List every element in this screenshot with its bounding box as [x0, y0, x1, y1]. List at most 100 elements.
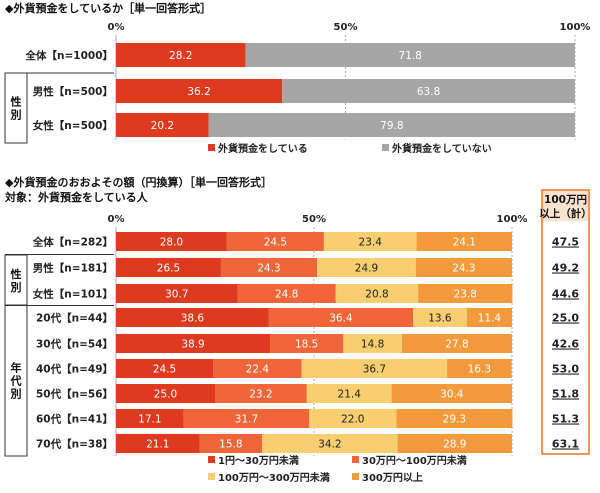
total-value: 42.6 — [552, 338, 579, 351]
bar-segment — [335, 284, 419, 303]
x-tick-label: 0% — [108, 22, 125, 33]
bar-segment — [226, 232, 324, 251]
data-label: 30.4 — [440, 389, 464, 401]
total-value: 63.1 — [552, 438, 579, 451]
legend-swatch — [208, 473, 215, 480]
bar-segment — [237, 284, 336, 303]
bar-segment — [213, 359, 302, 378]
bar-segment — [116, 434, 200, 453]
x-tick-label: 50% — [334, 22, 358, 33]
group-label: 性別 — [10, 95, 22, 122]
bar-segment — [245, 43, 576, 67]
total-value: 44.6 — [552, 288, 579, 301]
totals-header: 100万円 — [544, 194, 587, 206]
bar-segment — [397, 434, 512, 453]
row-label: 40代【n=49】 — [36, 363, 113, 376]
data-label: 13.6 — [428, 313, 452, 325]
data-label: 28.2 — [169, 50, 192, 62]
totals-header: 以上（計） — [539, 207, 592, 220]
bar-segment — [416, 232, 512, 251]
data-label: 24.5 — [264, 237, 287, 249]
legend-label: 外貨預金をしている — [217, 142, 308, 155]
group-label: 性別 — [10, 267, 22, 294]
row-label: 全体【n=1000】 — [25, 49, 114, 62]
data-label: 25.0 — [154, 389, 177, 401]
data-label: 36.7 — [363, 364, 386, 376]
bar-segment — [391, 384, 512, 403]
data-label: 21.4 — [338, 389, 362, 401]
chart-title: ◆外貨預金のおおよその額（円換算）［単一回答形式］ — [5, 175, 272, 189]
data-label: 38.9 — [181, 339, 204, 351]
data-label: 15.8 — [219, 439, 242, 451]
data-label: 24.3 — [257, 263, 280, 275]
data-label: 24.5 — [153, 364, 176, 376]
total-value: 51.3 — [552, 413, 579, 426]
totals-column-box — [541, 189, 590, 455]
data-label: 71.8 — [399, 50, 422, 62]
data-label: 26.5 — [157, 263, 180, 275]
bar-segment — [116, 113, 209, 137]
bar-segment — [215, 384, 307, 403]
data-label: 30.7 — [165, 289, 188, 301]
data-label: 24.8 — [275, 289, 298, 301]
row-label: 60代【n=41】 — [36, 413, 113, 426]
legend-swatch — [382, 144, 389, 151]
bar-segment — [466, 308, 512, 327]
bar-segment — [116, 359, 214, 378]
data-label: 23.8 — [454, 289, 477, 301]
bar-segment — [208, 113, 575, 137]
bar-segment — [282, 79, 575, 103]
legend-swatch — [352, 456, 359, 463]
bar-segment — [301, 359, 448, 378]
data-label: 28.0 — [160, 237, 183, 249]
totals-header-bg — [543, 191, 588, 221]
legend-label: 30万円～100万円未満 — [362, 454, 467, 467]
bar-segment — [418, 284, 513, 303]
x-tick-label: 100% — [497, 214, 528, 225]
data-label: 23.2 — [249, 389, 272, 401]
bar-segment — [401, 334, 512, 353]
data-label: 34.2 — [318, 439, 341, 451]
legend-swatch — [208, 144, 215, 151]
bar-segment — [306, 384, 392, 403]
bar-segment — [413, 308, 467, 327]
x-tick-label: 100% — [560, 22, 591, 33]
row-label: 男性【n=181】 — [33, 262, 113, 275]
total-value: 47.5 — [552, 236, 579, 249]
total-value: 51.8 — [552, 388, 579, 401]
bar-segment — [309, 409, 397, 428]
row-label: 女性【n=500】 — [33, 119, 113, 132]
bar-segment — [116, 284, 238, 303]
data-label: 24.1 — [453, 237, 476, 249]
total-value: 49.2 — [552, 262, 579, 275]
data-label: 38.6 — [181, 313, 205, 325]
row-label: 女性【n=101】 — [33, 288, 113, 301]
row-label: 70代【n=38】 — [36, 438, 113, 451]
data-label: 11.4 — [478, 313, 502, 325]
total-value: 25.0 — [552, 312, 579, 325]
row-label: 50代【n=56】 — [36, 388, 113, 401]
data-label: 29.3 — [443, 414, 466, 426]
bar-segment — [116, 308, 269, 327]
bar-segment — [220, 258, 318, 277]
bar-segment — [396, 409, 513, 428]
bar-segment — [116, 334, 271, 353]
bar-segment — [270, 334, 344, 353]
bar-segment — [199, 434, 263, 453]
total-value: 53.0 — [552, 363, 579, 376]
bar-segment — [262, 434, 398, 453]
legend-label: 300万円以上 — [362, 471, 423, 484]
data-label: 63.8 — [417, 86, 440, 98]
data-label: 27.8 — [445, 339, 468, 351]
bar-segment — [447, 359, 512, 378]
data-label: 31.7 — [235, 414, 258, 426]
bar-segment — [323, 232, 417, 251]
data-label: 36.4 — [329, 313, 353, 325]
data-label: 14.8 — [361, 339, 384, 351]
bar-segment — [317, 258, 416, 277]
legend-label: 外貨預金をしていない — [391, 142, 492, 155]
legend-swatch — [352, 473, 359, 480]
data-label: 23.4 — [359, 237, 383, 249]
legend-label: 100万円～300万円未満 — [218, 471, 330, 484]
